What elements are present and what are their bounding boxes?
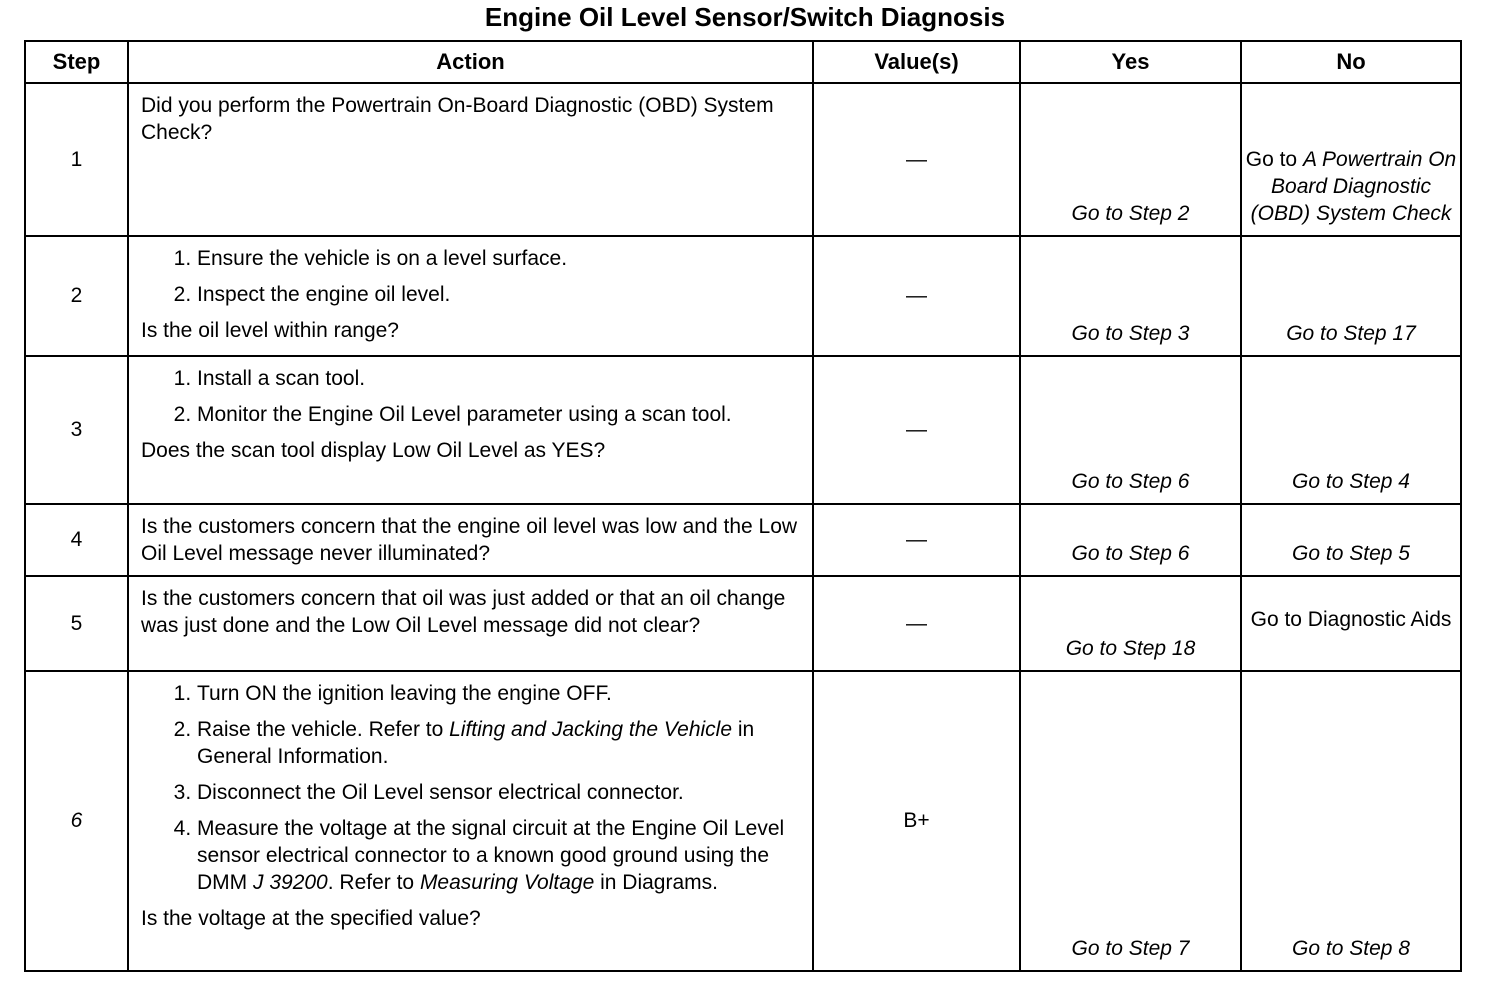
text-segment: Install a scan tool. <box>197 367 366 390</box>
table-row: 6 Turn ON the ignition leaving the engine… <box>24 670 1462 972</box>
action-steps: Install a scan tool. Monitor the Engine O… <box>141 365 802 428</box>
text-segment: Monitor the Engine Oil Level parameter u… <box>197 403 732 426</box>
text-segment: Is the voltage at the specified value? <box>141 907 481 930</box>
table-row: 5 Is the customers concern that oil was j… <box>24 575 1462 672</box>
header-step: Step <box>24 40 129 84</box>
action-step-item: Turn ON the ignition leaving the engine … <box>197 680 802 707</box>
action-cell: Is the customers concern that the engine… <box>127 503 814 577</box>
text-segment: J 39200 <box>253 871 328 894</box>
table-row: 3 Install a scan tool. Monitor the Engine … <box>24 355 1462 505</box>
step-number: 1 <box>24 82 129 237</box>
text-segment: Go to Step 5 <box>1292 542 1410 565</box>
action-question: Does the scan tool display Low Oil Level… <box>141 437 802 464</box>
no-link[interactable]: Go to Step 5 <box>1240 503 1462 577</box>
header-no: No <box>1240 40 1462 84</box>
action-step-item: Disconnect the Oil Level sensor electric… <box>197 779 802 806</box>
yes-link[interactable]: Go to Step 6 <box>1019 503 1242 577</box>
text-segment: Measuring Voltage <box>419 871 595 894</box>
action-step-item: Install a scan tool. <box>197 365 802 392</box>
header-values: Value(s) <box>812 40 1021 84</box>
no-link[interactable]: Go to Step 17 <box>1240 235 1462 357</box>
text-segment: Measure the voltage at the signal circui… <box>197 817 785 894</box>
value-cell: — <box>812 575 1021 672</box>
no-link[interactable]: Go to Step 8 <box>1240 670 1462 972</box>
text-segment: Does the scan tool display Low Oil Level… <box>141 439 606 462</box>
step-number: 6 <box>24 670 129 972</box>
no-link[interactable]: Go to Step 4 <box>1240 355 1462 505</box>
value-cell: — <box>812 82 1021 237</box>
text-segment: Go to Step 8 <box>1292 937 1410 960</box>
yes-link[interactable]: Go to Step 18 <box>1019 575 1242 672</box>
action-text: Did you perform the Powertrain On-Board … <box>141 92 802 146</box>
text-segment: Is the oil level within range? <box>141 319 399 342</box>
text-segment: Inspect the engine oil level. <box>197 283 451 306</box>
value-cell: B+ <box>812 670 1021 972</box>
text-segment: in Diagrams. <box>594 871 718 894</box>
text-segment: Ensure the vehicle is on a level surface… <box>197 247 568 270</box>
text-segment: Disconnect the Oil Level sensor electric… <box>197 781 684 804</box>
action-text: Is the customers concern that the engine… <box>141 513 802 567</box>
text-segment: Go to <box>1245 148 1303 171</box>
page-title: Engine Oil Level Sensor/Switch Diagnosis <box>484 2 1006 32</box>
text-segment: Go to Step 17 <box>1286 322 1416 345</box>
no-link[interactable]: Go to A Powertrain On Board Diagnostic (… <box>1240 82 1462 237</box>
action-step-item: Monitor the Engine Oil Level parameter u… <box>197 401 802 428</box>
header-yes: Yes <box>1019 40 1242 84</box>
table-row: 2 Ensure the vehicle is on a level surfac… <box>24 235 1462 357</box>
action-step-item: Raise the vehicle. Refer to Lifting and … <box>197 716 802 770</box>
text-segment: A Powertrain On Board Diagnostic (OBD) S… <box>1250 148 1457 225</box>
diagnosis-table: Step Action Value(s) Yes No 1 Did you per… <box>24 40 1462 972</box>
text-segment: Did you perform the Powertrain On-Board … <box>141 94 774 144</box>
step-number: 4 <box>24 503 129 577</box>
action-steps: Ensure the vehicle is on a level surface… <box>141 245 802 308</box>
text-segment: Go to Diagnostic Aids <box>1250 608 1452 631</box>
table-row: 1 Did you perform the Powertrain On-Board… <box>24 82 1462 237</box>
text-segment: Raise the vehicle. Refer to <box>197 718 450 741</box>
step-number: 2 <box>24 235 129 357</box>
text-segment: Turn ON the ignition leaving the engine … <box>197 682 612 705</box>
action-question: Is the oil level within range? <box>141 317 802 344</box>
text-segment: Go to Step 4 <box>1292 470 1410 493</box>
action-cell: Is the customers concern that oil was ju… <box>127 575 814 672</box>
header-row: Step Action Value(s) Yes No <box>24 40 1462 84</box>
text-segment: . Refer to <box>327 871 420 894</box>
step-number: 3 <box>24 355 129 505</box>
action-step-item: Inspect the engine oil level. <box>197 281 802 308</box>
action-steps: Turn ON the ignition leaving the engine … <box>141 680 802 896</box>
text-segment: Is the customers concern that the engine… <box>141 515 798 565</box>
text-segment: in General Information. <box>197 718 755 768</box>
value-cell: — <box>812 355 1021 505</box>
action-step-item: Ensure the vehicle is on a level surface… <box>197 245 802 272</box>
yes-link[interactable]: Go to Step 6 <box>1019 355 1242 505</box>
action-step-item: Measure the voltage at the signal circui… <box>197 815 802 896</box>
text-segment: Lifting and Jacking the Vehicle <box>449 718 733 741</box>
value-cell: — <box>812 235 1021 357</box>
no-link[interactable]: Go to Diagnostic Aids <box>1240 575 1462 672</box>
table-row: 4 Is the customers concern that the engin… <box>24 503 1462 577</box>
action-text: Is the customers concern that oil was ju… <box>141 585 802 639</box>
value-cell: — <box>812 503 1021 577</box>
text-segment: Is the customers concern that oil was ju… <box>141 587 786 637</box>
header-action: Action <box>127 40 814 84</box>
action-cell: Install a scan tool. Monitor the Engine O… <box>127 355 814 505</box>
yes-link[interactable]: Go to Step 3 <box>1019 235 1242 357</box>
action-question: Is the voltage at the specified value? <box>141 905 802 932</box>
action-cell: Ensure the vehicle is on a level surface… <box>127 235 814 357</box>
yes-link[interactable]: Go to Step 2 <box>1019 82 1242 237</box>
action-cell: Did you perform the Powertrain On-Board … <box>127 82 814 237</box>
action-cell: Turn ON the ignition leaving the engine … <box>127 670 814 972</box>
yes-link[interactable]: Go to Step 7 <box>1019 670 1242 972</box>
step-number: 5 <box>24 575 129 672</box>
